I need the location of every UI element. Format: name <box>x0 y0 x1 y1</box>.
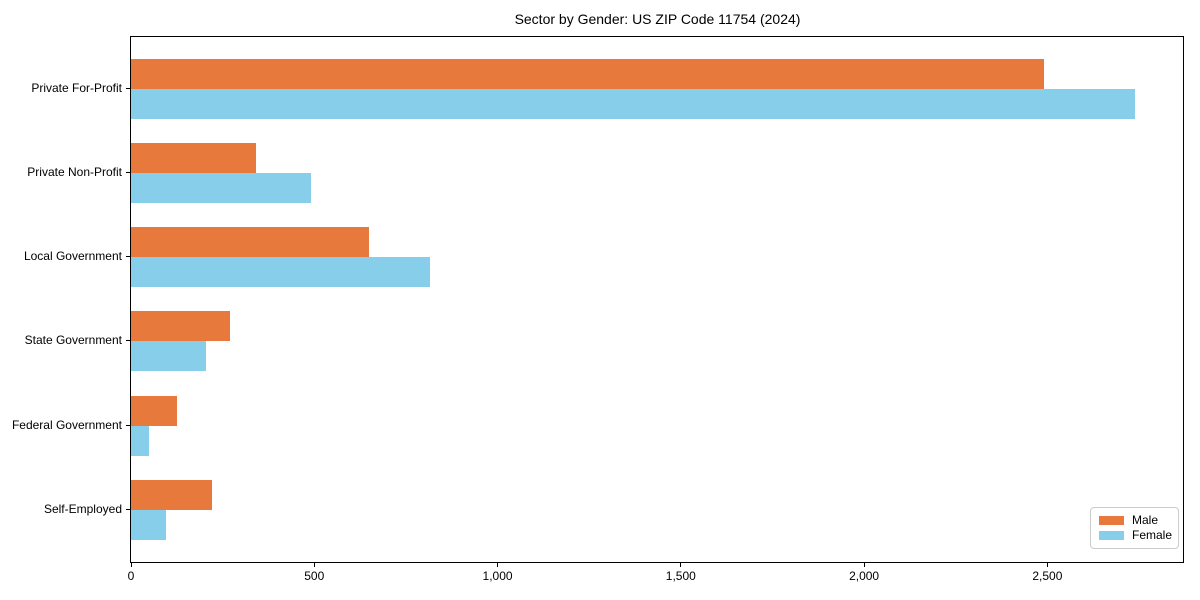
legend-label-female: Female <box>1132 528 1173 543</box>
bar-female-1 <box>131 173 311 204</box>
y-tick-mark <box>126 340 130 342</box>
x-tick-mark <box>313 562 315 567</box>
bar-female-2 <box>131 257 430 288</box>
legend-label-male: Male <box>1132 512 1159 527</box>
bar-male-4 <box>131 395 177 426</box>
x-tick-mark <box>1046 562 1048 567</box>
y-tick-mark <box>126 172 130 174</box>
bar-male-3 <box>131 311 230 342</box>
legend-entry-female: Female <box>1099 528 1173 543</box>
bar-male-0 <box>131 59 1044 89</box>
y-tick-label: Local Government <box>23 249 122 264</box>
x-tick-label: 2,500 <box>1032 569 1063 583</box>
y-tick-mark <box>126 88 130 89</box>
y-tick-mark <box>126 256 130 258</box>
x-tick-label: 1,000 <box>482 569 513 583</box>
female-color-swatch <box>1099 531 1124 541</box>
y-tick-mark <box>126 424 130 426</box>
chart-title: Sector by Gender: US ZIP Code 11754 (202… <box>514 11 801 27</box>
bar-male-2 <box>131 227 370 258</box>
x-tick-label: 500 <box>304 569 325 583</box>
y-tick-label: State Government <box>24 333 122 348</box>
y-tick-mark <box>126 508 130 510</box>
male-color-swatch <box>1099 515 1124 525</box>
legend: Male Female <box>1090 507 1179 549</box>
x-tick-mark <box>680 562 682 567</box>
x-tick-label: 2,000 <box>849 569 880 583</box>
x-tick-mark <box>130 562 132 567</box>
x-tick-mark <box>863 562 865 567</box>
bar-male-5 <box>131 479 212 510</box>
y-tick-label: Federal Government <box>11 417 122 432</box>
bar-female-3 <box>131 341 207 372</box>
y-tick-label: Self-Employed <box>43 501 122 516</box>
bar-female-5 <box>131 509 166 540</box>
legend-entry-male: Male <box>1099 512 1170 527</box>
y-tick-label: Private Non-Profit <box>27 165 122 180</box>
x-tick-label: 1,500 <box>665 569 696 583</box>
y-tick-label: Private For-Profit <box>31 81 122 95</box>
bar-female-4 <box>131 425 150 456</box>
bar-female-0 <box>131 89 1136 119</box>
x-tick-mark <box>497 562 499 567</box>
x-tick-label: 0 <box>127 569 135 583</box>
bar-male-1 <box>131 143 256 174</box>
plot-area <box>130 36 1184 563</box>
